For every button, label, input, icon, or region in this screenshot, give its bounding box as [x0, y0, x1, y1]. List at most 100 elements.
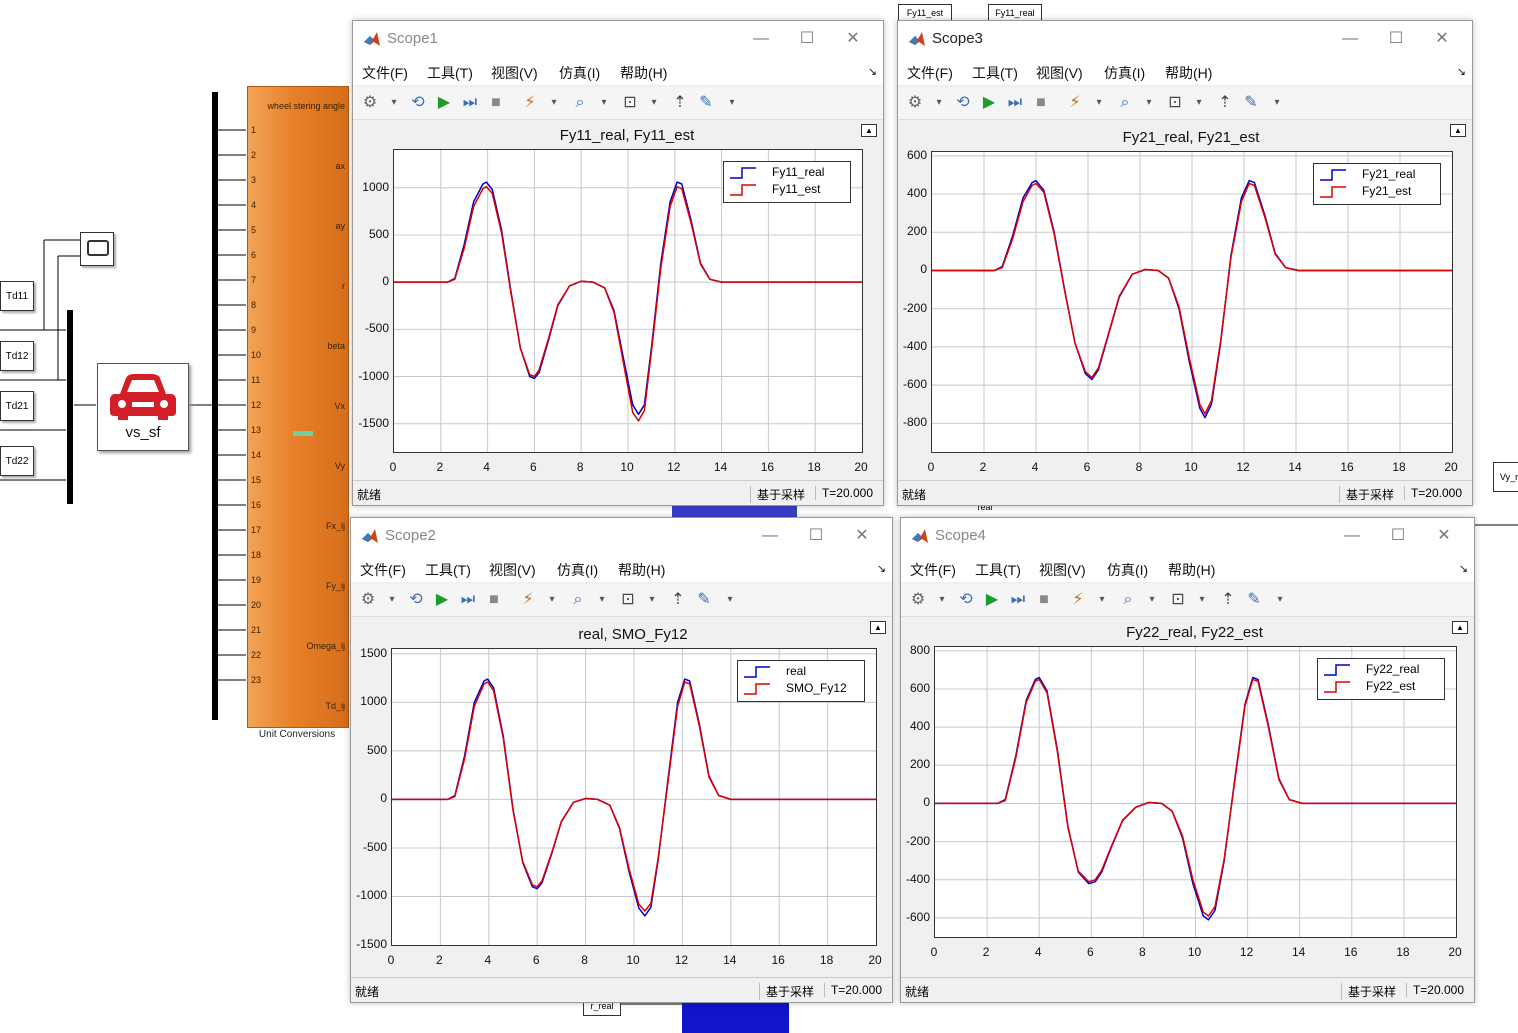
tag-vy-r[interactable]: Vy_r	[1493, 462, 1518, 492]
cursor-icon[interactable]: ⇡	[1218, 94, 1232, 111]
legend[interactable]: Fy22_real Fy22_est	[1317, 658, 1445, 700]
menu-item-1[interactable]: 工具(T)	[427, 65, 473, 81]
edit-icon[interactable]: ✎	[1247, 591, 1261, 608]
zoom-icon[interactable]: ⌕	[573, 591, 583, 608]
scope-window-scope1[interactable]: Scope1 — ☐ ✕ 文件(F) 工具(T) 视图(V) 仿真(I) 帮助(H) ↘ ⚙…	[352, 20, 884, 506]
edit-icon[interactable]: ✎	[699, 94, 713, 111]
menu-item-0[interactable]: 文件(F)	[362, 65, 408, 81]
gear-icon[interactable]: ⚙	[362, 94, 378, 111]
run-icon[interactable]: ▶	[985, 591, 999, 608]
title-bar[interactable]: Scope1 — ☐ ✕	[353, 21, 883, 57]
minimize-button[interactable]: —	[1344, 527, 1360, 544]
step-back-icon[interactable]: ⟲	[411, 94, 425, 111]
menu-expand-icon[interactable]: ↘	[867, 66, 877, 78]
chevron-down-icon[interactable]: ▾	[1096, 97, 1102, 108]
scope-window-scope3[interactable]: Scope3 — ☐ ✕ 文件(F) 工具(T) 视图(V) 仿真(I) 帮助(H) ↘ ⚙…	[897, 20, 1473, 506]
zoom-icon[interactable]: ⌕	[1123, 591, 1133, 608]
step-forward-icon[interactable]: ⏭	[460, 591, 476, 608]
menu-item-1[interactable]: 工具(T)	[972, 65, 1018, 81]
title-bar[interactable]: Scope4 — ☐ ✕	[901, 518, 1474, 554]
fit-icon[interactable]: ⊡	[1171, 591, 1185, 608]
unit-conversions-block[interactable]: wheel stering angle 1 2 3 4 5 6 7 8 9 10 11 12 13 14 1…	[247, 86, 349, 728]
chevron-down-icon[interactable]: ▾	[549, 594, 555, 605]
fit-icon[interactable]: ⊡	[623, 94, 637, 111]
menu-item-1[interactable]: 工具(T)	[975, 562, 1021, 578]
undock-icon[interactable]: ▲	[870, 621, 886, 634]
stop-icon[interactable]: ■	[1039, 591, 1049, 608]
scope-block-small[interactable]	[80, 232, 114, 266]
close-button[interactable]: ✕	[1435, 30, 1449, 47]
chevron-down-icon[interactable]: ▾	[727, 594, 733, 605]
menu-item-1[interactable]: 工具(T)	[425, 562, 471, 578]
plot-area[interactable]	[391, 648, 877, 946]
plot-area[interactable]	[934, 646, 1457, 938]
chevron-down-icon[interactable]: ▾	[389, 594, 395, 605]
maximize-button[interactable]: ☐	[1390, 527, 1406, 544]
legend[interactable]: Fy11_real Fy11_est	[723, 161, 851, 203]
gear-icon[interactable]: ⚙	[360, 591, 376, 608]
menu-item-4[interactable]: 帮助(H)	[618, 562, 666, 578]
menu-item-3[interactable]: 仿真(I)	[1107, 562, 1149, 578]
menu-item-2[interactable]: 视图(V)	[1039, 562, 1086, 578]
gear-icon[interactable]: ⚙	[910, 591, 926, 608]
legend[interactable]: real SMO_Fy12	[737, 660, 865, 702]
menu-item-0[interactable]: 文件(F)	[360, 562, 406, 578]
undock-icon[interactable]: ▲	[861, 124, 877, 137]
menu-item-4[interactable]: 帮助(H)	[1165, 65, 1213, 81]
menu-expand-icon[interactable]: ↘	[1456, 66, 1466, 78]
chevron-down-icon[interactable]: ▾	[599, 594, 605, 605]
zoom-icon[interactable]: ⌕	[1120, 94, 1130, 111]
td12-block[interactable]: Td12	[0, 341, 34, 371]
title-bar[interactable]: Scope3 — ☐ ✕	[898, 21, 1472, 57]
menu-item-0[interactable]: 文件(F)	[910, 562, 956, 578]
stop-icon[interactable]: ■	[489, 591, 499, 608]
menu-item-3[interactable]: 仿真(I)	[1104, 65, 1146, 81]
signal-icon[interactable]: ⚡	[1072, 591, 1084, 608]
chevron-down-icon[interactable]: ▾	[729, 97, 735, 108]
scope-window-scope4[interactable]: Scope4 — ☐ ✕ 文件(F) 工具(T) 视图(V) 仿真(I) 帮助(H) ↘ ⚙…	[900, 517, 1475, 1003]
chevron-down-icon[interactable]: ▾	[551, 97, 557, 108]
vehicle-block[interactable]: vs_sf	[97, 363, 189, 451]
cursor-icon[interactable]: ⇡	[671, 591, 685, 608]
signal-icon[interactable]: ⚡	[524, 94, 536, 111]
zoom-icon[interactable]: ⌕	[575, 94, 585, 111]
chevron-down-icon[interactable]: ▾	[1149, 594, 1155, 605]
cursor-icon[interactable]: ⇡	[673, 94, 687, 111]
stop-icon[interactable]: ■	[491, 94, 501, 111]
close-button[interactable]: ✕	[855, 527, 869, 544]
minimize-button[interactable]: —	[762, 527, 778, 544]
menu-item-4[interactable]: 帮助(H)	[1168, 562, 1216, 578]
close-button[interactable]: ✕	[846, 30, 860, 47]
minimize-button[interactable]: —	[753, 30, 769, 47]
menu-item-2[interactable]: 视图(V)	[1036, 65, 1083, 81]
td21-block[interactable]: Td21	[0, 391, 34, 421]
td22-block[interactable]: Td22	[0, 446, 34, 476]
fit-icon[interactable]: ⊡	[621, 591, 635, 608]
scope-window-scope2[interactable]: Scope2 — ☐ ✕ 文件(F) 工具(T) 视图(V) 仿真(I) 帮助(H) ↘ ⚙…	[350, 517, 893, 1003]
chevron-down-icon[interactable]: ▾	[601, 97, 607, 108]
legend[interactable]: Fy21_real Fy21_est	[1313, 163, 1441, 205]
chevron-down-icon[interactable]: ▾	[391, 97, 397, 108]
undock-icon[interactable]: ▲	[1450, 124, 1466, 137]
signal-icon[interactable]: ⚡	[1069, 94, 1081, 111]
close-button[interactable]: ✕	[1437, 527, 1451, 544]
cursor-icon[interactable]: ⇡	[1221, 591, 1235, 608]
menu-item-3[interactable]: 仿真(I)	[557, 562, 599, 578]
menu-item-0[interactable]: 文件(F)	[907, 65, 953, 81]
chevron-down-icon[interactable]: ▾	[936, 97, 942, 108]
step-back-icon[interactable]: ⟲	[409, 591, 423, 608]
chevron-down-icon[interactable]: ▾	[1196, 97, 1202, 108]
signal-icon[interactable]: ⚡	[522, 591, 534, 608]
maximize-button[interactable]: ☐	[808, 527, 824, 544]
gear-icon[interactable]: ⚙	[907, 94, 923, 111]
step-forward-icon[interactable]: ⏭	[1010, 591, 1026, 608]
step-back-icon[interactable]: ⟲	[956, 94, 970, 111]
menu-item-4[interactable]: 帮助(H)	[620, 65, 668, 81]
run-icon[interactable]: ▶	[435, 591, 449, 608]
edit-icon[interactable]: ✎	[1244, 94, 1258, 111]
run-icon[interactable]: ▶	[982, 94, 996, 111]
maximize-button[interactable]: ☐	[799, 30, 815, 47]
menu-item-2[interactable]: 视图(V)	[491, 65, 538, 81]
chevron-down-icon[interactable]: ▾	[939, 594, 945, 605]
menu-item-3[interactable]: 仿真(I)	[559, 65, 601, 81]
